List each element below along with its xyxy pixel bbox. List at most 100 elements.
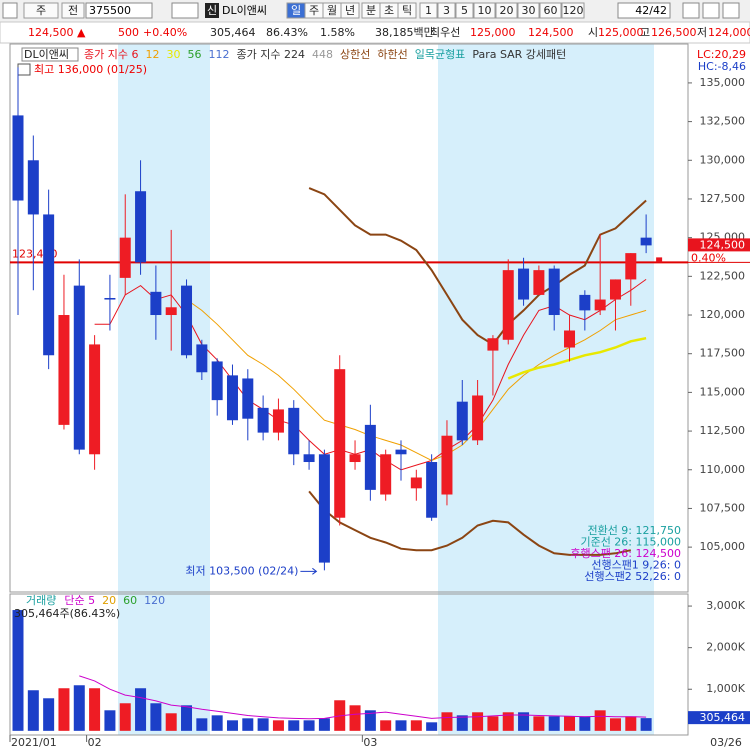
tool-icon[interactable] bbox=[722, 2, 740, 19]
period-button[interactable] bbox=[397, 2, 417, 19]
candle-body bbox=[380, 454, 392, 495]
y-tick-label: 112,500 bbox=[700, 424, 746, 437]
board-select-label[interactable]: 전 bbox=[68, 4, 78, 17]
volume-bar bbox=[579, 716, 591, 731]
y-tick-label: 107,500 bbox=[700, 501, 746, 514]
candle-body bbox=[472, 395, 484, 441]
interval-button[interactable] bbox=[561, 2, 585, 19]
sound-icon[interactable] bbox=[171, 2, 199, 19]
indicator-line bbox=[507, 336, 647, 380]
interval-button-label[interactable]: 30 bbox=[522, 4, 536, 17]
interval-button-label[interactable]: 5 bbox=[461, 4, 468, 17]
stock-name: DL이앤씨 bbox=[222, 4, 267, 17]
quote-item: +0.40% bbox=[143, 26, 187, 39]
tool-icon[interactable] bbox=[682, 2, 700, 19]
low-label: 최저 103,500 (02/24) bbox=[185, 564, 298, 577]
candle-body bbox=[181, 285, 193, 356]
volume-bar bbox=[303, 720, 315, 731]
last-volume-label: 305,464 bbox=[700, 711, 746, 724]
volume-bar bbox=[288, 720, 300, 731]
period-button-label[interactable]: 초 bbox=[384, 4, 394, 17]
interval-button-label[interactable]: 20 bbox=[500, 4, 514, 17]
volume-bar bbox=[43, 698, 55, 731]
legend-entry: 20 bbox=[102, 594, 116, 607]
legend-entry: 12 bbox=[145, 48, 159, 61]
candle-body bbox=[456, 401, 468, 441]
interval-button[interactable] bbox=[473, 2, 496, 19]
low-arrow bbox=[300, 567, 318, 575]
count: 42/42 bbox=[635, 4, 667, 17]
legend-entry: 60 bbox=[123, 594, 137, 607]
candle-body bbox=[640, 237, 652, 246]
candle-body bbox=[43, 214, 55, 356]
candle-body bbox=[441, 435, 453, 495]
interval-button-label[interactable]: 10 bbox=[478, 4, 492, 17]
count-box bbox=[617, 2, 671, 19]
legend-entry: 112 bbox=[208, 48, 229, 61]
volume-bar bbox=[58, 688, 70, 731]
quote-item: 126,500 bbox=[651, 26, 697, 39]
quote-item: 124,000 bbox=[708, 26, 750, 39]
interval-button[interactable] bbox=[539, 2, 562, 19]
period-button-label[interactable]: 일 bbox=[291, 3, 301, 17]
candle-body bbox=[257, 407, 269, 433]
volume-value-label: 305,464주(86.43%) bbox=[14, 607, 120, 620]
indicator-line bbox=[308, 187, 647, 346]
candle-body bbox=[502, 270, 514, 340]
volume-bar bbox=[242, 718, 254, 731]
candle-body bbox=[579, 294, 591, 311]
y-tick-label: 105,000 bbox=[700, 540, 746, 553]
period-button-label[interactable]: 틱 bbox=[402, 4, 412, 17]
volume-bar bbox=[487, 716, 499, 731]
volume-bar bbox=[533, 716, 545, 731]
y-tick-label: 130,000 bbox=[700, 153, 746, 166]
legend-entry: 120 bbox=[144, 594, 165, 607]
market-select-label[interactable]: 주 bbox=[36, 4, 46, 17]
legend-entry: 하한선 bbox=[377, 47, 407, 61]
tool-icon[interactable] bbox=[702, 2, 720, 19]
volume-bar bbox=[257, 718, 269, 731]
interval-button-label[interactable]: 120 bbox=[563, 4, 584, 17]
interval-button-label[interactable]: 60 bbox=[544, 4, 558, 17]
volume-bar bbox=[318, 718, 330, 731]
period-button-label[interactable]: 분 bbox=[366, 4, 376, 17]
volume-bar bbox=[518, 712, 530, 731]
interval-button-label[interactable]: 1 bbox=[425, 4, 432, 17]
legend-entry: 단순 5 bbox=[64, 594, 95, 607]
legend-entry: 종가 지수 6 bbox=[84, 48, 138, 61]
legend-box bbox=[21, 47, 79, 62]
interval-button[interactable] bbox=[517, 2, 540, 19]
period-button-label[interactable]: 주 bbox=[309, 4, 319, 17]
volume-bar bbox=[456, 715, 468, 731]
period-button[interactable] bbox=[340, 2, 360, 19]
candle-body bbox=[150, 291, 162, 316]
code-text[interactable]: 375500 bbox=[89, 4, 131, 17]
candle-body bbox=[564, 330, 576, 348]
indicator-line bbox=[79, 675, 647, 720]
interval-button[interactable] bbox=[419, 2, 438, 19]
y-tick-label: 117,500 bbox=[700, 347, 746, 360]
last-volume-tag bbox=[688, 711, 750, 725]
candle-body bbox=[594, 299, 606, 311]
code-input[interactable] bbox=[85, 2, 153, 19]
board-select[interactable] bbox=[61, 2, 85, 19]
volume-bar bbox=[226, 720, 238, 731]
quote-item: 125,000 bbox=[470, 26, 516, 39]
volume-bar bbox=[380, 720, 392, 731]
candle-body bbox=[609, 279, 621, 300]
interval-button[interactable] bbox=[437, 2, 456, 19]
interval-button-label[interactable]: 3 bbox=[443, 4, 450, 17]
period-button-label[interactable]: 년 bbox=[345, 4, 355, 17]
market-select[interactable] bbox=[23, 2, 59, 19]
ichimoku-label: 전환선 9: 121,750 bbox=[587, 524, 681, 537]
legend-entry: 일목균형표 bbox=[415, 47, 466, 61]
interval-button[interactable] bbox=[495, 2, 518, 19]
volume-bar bbox=[211, 715, 223, 731]
volume-bar bbox=[89, 688, 101, 731]
y-tick-label: 110,000 bbox=[700, 463, 746, 476]
volume-bar bbox=[564, 716, 576, 731]
menu-icon[interactable] bbox=[2, 2, 18, 19]
interval-button[interactable] bbox=[455, 2, 474, 19]
period-button-label[interactable]: 월 bbox=[327, 4, 337, 17]
